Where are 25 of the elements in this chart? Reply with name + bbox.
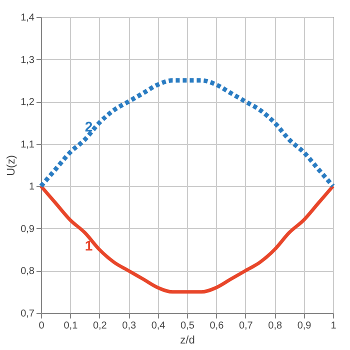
y-tick-label: 0,7: [20, 308, 35, 320]
line-series: [39, 184, 335, 294]
x-tick-label: 0,8: [268, 320, 282, 332]
x-tick-label: 0,9: [297, 320, 312, 332]
x-tick-label: 0,6: [210, 320, 224, 332]
y-tick-label: 1,2: [20, 97, 35, 108]
x-tick-label: 1: [330, 320, 337, 332]
x-tick-label: 0,3: [122, 320, 136, 332]
x-tick-label: 0,7: [238, 320, 254, 332]
y-tick-label: 1,1: [20, 139, 35, 150]
x-tick-label: 0,5: [180, 320, 195, 332]
x-tick-label: 0: [38, 320, 45, 332]
y-tick-label: 1,4: [20, 12, 35, 24]
series-label: 2: [84, 118, 93, 135]
y-tick-label: 1,3: [20, 54, 35, 66]
x-tick-label: 0,2: [92, 320, 108, 332]
x-axis-title: z/d: [180, 334, 195, 346]
y-tick-label: 0,8: [20, 266, 35, 278]
x-tick-label: 0,1: [64, 320, 78, 332]
y-axis-title: U(z): [6, 155, 18, 176]
line-series: [38, 78, 336, 188]
x-tick-label: 0,4: [151, 320, 166, 332]
y-tick-label: 0,9: [20, 224, 35, 235]
series-label: 1: [84, 238, 93, 254]
y-tick-label: 1: [28, 182, 35, 193]
